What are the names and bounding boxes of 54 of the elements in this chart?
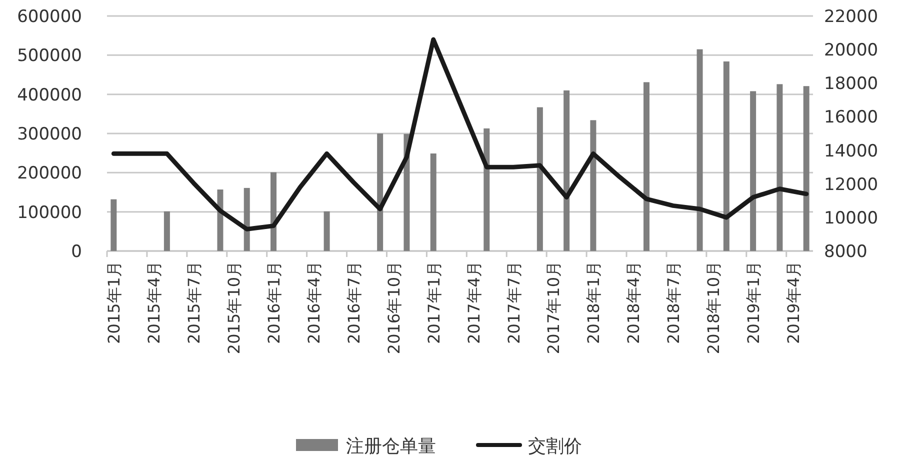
y-tick-label: 500000 (17, 46, 82, 66)
legend-label: 注册仓单量 (346, 436, 436, 457)
bar (564, 90, 570, 251)
y2-tick-label: 22000 (824, 7, 878, 27)
y2-tick-label: 18000 (824, 74, 878, 94)
y-tick-label: 100000 (17, 202, 82, 223)
y2-tick-label: 14000 (824, 141, 878, 162)
y-tick-label: 0 (71, 242, 82, 262)
bar (217, 190, 224, 251)
legend-label: 交割价 (528, 436, 582, 457)
bar (776, 84, 783, 251)
x-tick-label: 2017年7月 (504, 261, 524, 344)
y-tick-label: 200000 (17, 164, 82, 184)
bar (484, 128, 490, 251)
x-tick-label: 2019年4月 (784, 261, 804, 344)
bar (164, 211, 170, 251)
y-tick-label: 400000 (17, 85, 82, 106)
x-tick-label: 2016年7月 (344, 261, 364, 344)
bar (696, 49, 703, 251)
x-tick-label: 2015年10月 (224, 261, 244, 354)
bar (536, 107, 543, 251)
y2-tick-label: 10000 (824, 208, 878, 228)
y2-tick-label: 16000 (824, 108, 878, 128)
x-tick-label: 2017年10月 (544, 261, 564, 354)
bar (430, 153, 436, 251)
bar (324, 211, 330, 251)
bar (270, 172, 277, 251)
x-tick-label: 2016年10月 (384, 261, 404, 354)
x-tick-label: 2018年7月 (664, 261, 684, 344)
bar (723, 61, 730, 251)
bar (643, 82, 650, 251)
x-tick-label: 2017年1月 (424, 261, 444, 344)
x-tick-label: 2015年4月 (144, 261, 164, 344)
y2-tick-label: 20000 (824, 40, 878, 61)
x-tick-label: 2016年4月 (304, 261, 324, 344)
bar (377, 134, 384, 251)
x-tick-label: 2016年1月 (264, 261, 284, 344)
x-tick-label: 2018年10月 (704, 261, 724, 354)
line-series (111, 37, 809, 232)
y2-tick-label: 8000 (824, 242, 868, 262)
x-tick-label: 2018年4月 (624, 261, 644, 344)
bar (750, 91, 756, 251)
x-tick-label: 2017年4月 (464, 261, 484, 344)
y-tick-label: 600000 (17, 7, 82, 27)
x-tick-label: 2015年7月 (184, 261, 204, 344)
bar (590, 120, 596, 251)
bar (244, 188, 250, 251)
bar (110, 199, 117, 251)
x-tick-label: 2018年1月 (584, 261, 604, 344)
y2-tick-label: 12000 (824, 174, 878, 195)
x-tick-label: 2015年1月 (104, 261, 124, 344)
bar (803, 86, 810, 251)
y-tick-label: 300000 (17, 124, 82, 144)
x-tick-label: 2019年1月 (744, 261, 764, 344)
